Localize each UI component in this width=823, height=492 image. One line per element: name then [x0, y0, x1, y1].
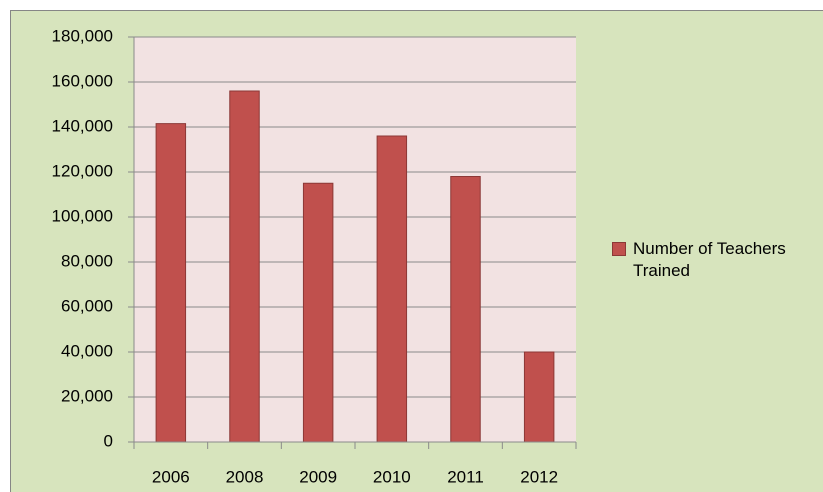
y-tick-label: 20,000 [61, 386, 113, 405]
y-tick-label: 40,000 [61, 341, 113, 360]
x-tick-label: 2006 [152, 467, 190, 486]
legend-label: Number of Teachers Trained [633, 239, 786, 280]
bar [523, 351, 555, 443]
x-tick-label: 2011 [447, 467, 484, 486]
x-tick-label: 2010 [373, 467, 411, 486]
bar [376, 135, 408, 443]
y-tick-label: 80,000 [61, 251, 113, 270]
bar [155, 123, 187, 443]
y-tick-label: 0 [104, 431, 113, 450]
bar [302, 182, 334, 443]
bar [450, 176, 481, 443]
legend-swatch [612, 242, 626, 256]
legend: Number of Teachers Trained [612, 238, 823, 282]
x-tick-label: 2008 [226, 467, 264, 486]
x-tick-label: 2012 [520, 467, 558, 486]
y-tick-label: 120,000 [52, 161, 113, 180]
y-tick-label: 60,000 [61, 296, 113, 315]
y-tick-label: 140,000 [52, 116, 113, 135]
y-tick-label: 160,000 [52, 71, 113, 90]
y-tick-label: 180,000 [52, 26, 113, 45]
bar [229, 90, 260, 443]
x-tick-label: 2009 [299, 467, 337, 486]
y-tick-label: 100,000 [52, 206, 113, 225]
plot-area [134, 37, 576, 442]
